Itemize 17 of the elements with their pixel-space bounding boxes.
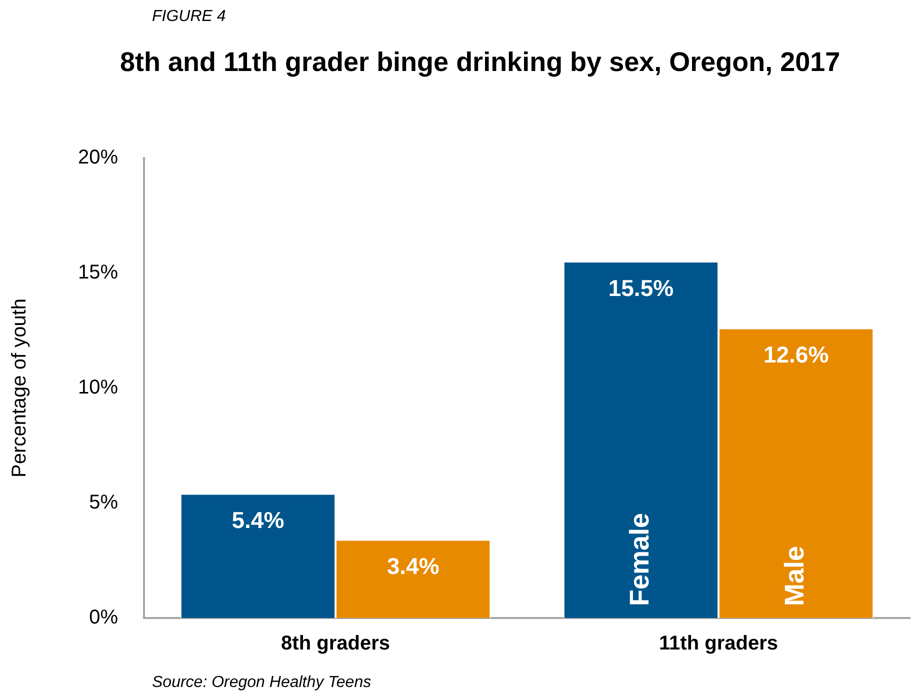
source-note: Source: Oregon Healthy Teens bbox=[152, 674, 372, 692]
chart-subtitle: FIGURE 4 bbox=[152, 8, 226, 26]
data-label: 12.6% bbox=[763, 342, 829, 368]
data-label: 15.5% bbox=[608, 274, 674, 301]
x-tick-label: 11th graders bbox=[659, 632, 778, 655]
y-tick-label: 0% bbox=[89, 606, 118, 629]
y-tick-label: 20% bbox=[78, 146, 118, 169]
series-label: Female bbox=[624, 512, 654, 606]
data-label: 3.4% bbox=[386, 553, 440, 580]
chart-title: 8th and 11th grader binge drinking by sex, Oregon, 2017 bbox=[120, 46, 842, 79]
y-tick-label: 15% bbox=[78, 262, 118, 284]
y-tick-label: 10% bbox=[78, 376, 118, 399]
series-label: Male bbox=[780, 546, 810, 606]
x-tick-label: 8th graders bbox=[281, 632, 390, 655]
data-label: 5.4% bbox=[232, 507, 284, 534]
y-tick-label: 5% bbox=[89, 492, 118, 514]
y-axis-title: Percentage of youth bbox=[8, 298, 31, 478]
